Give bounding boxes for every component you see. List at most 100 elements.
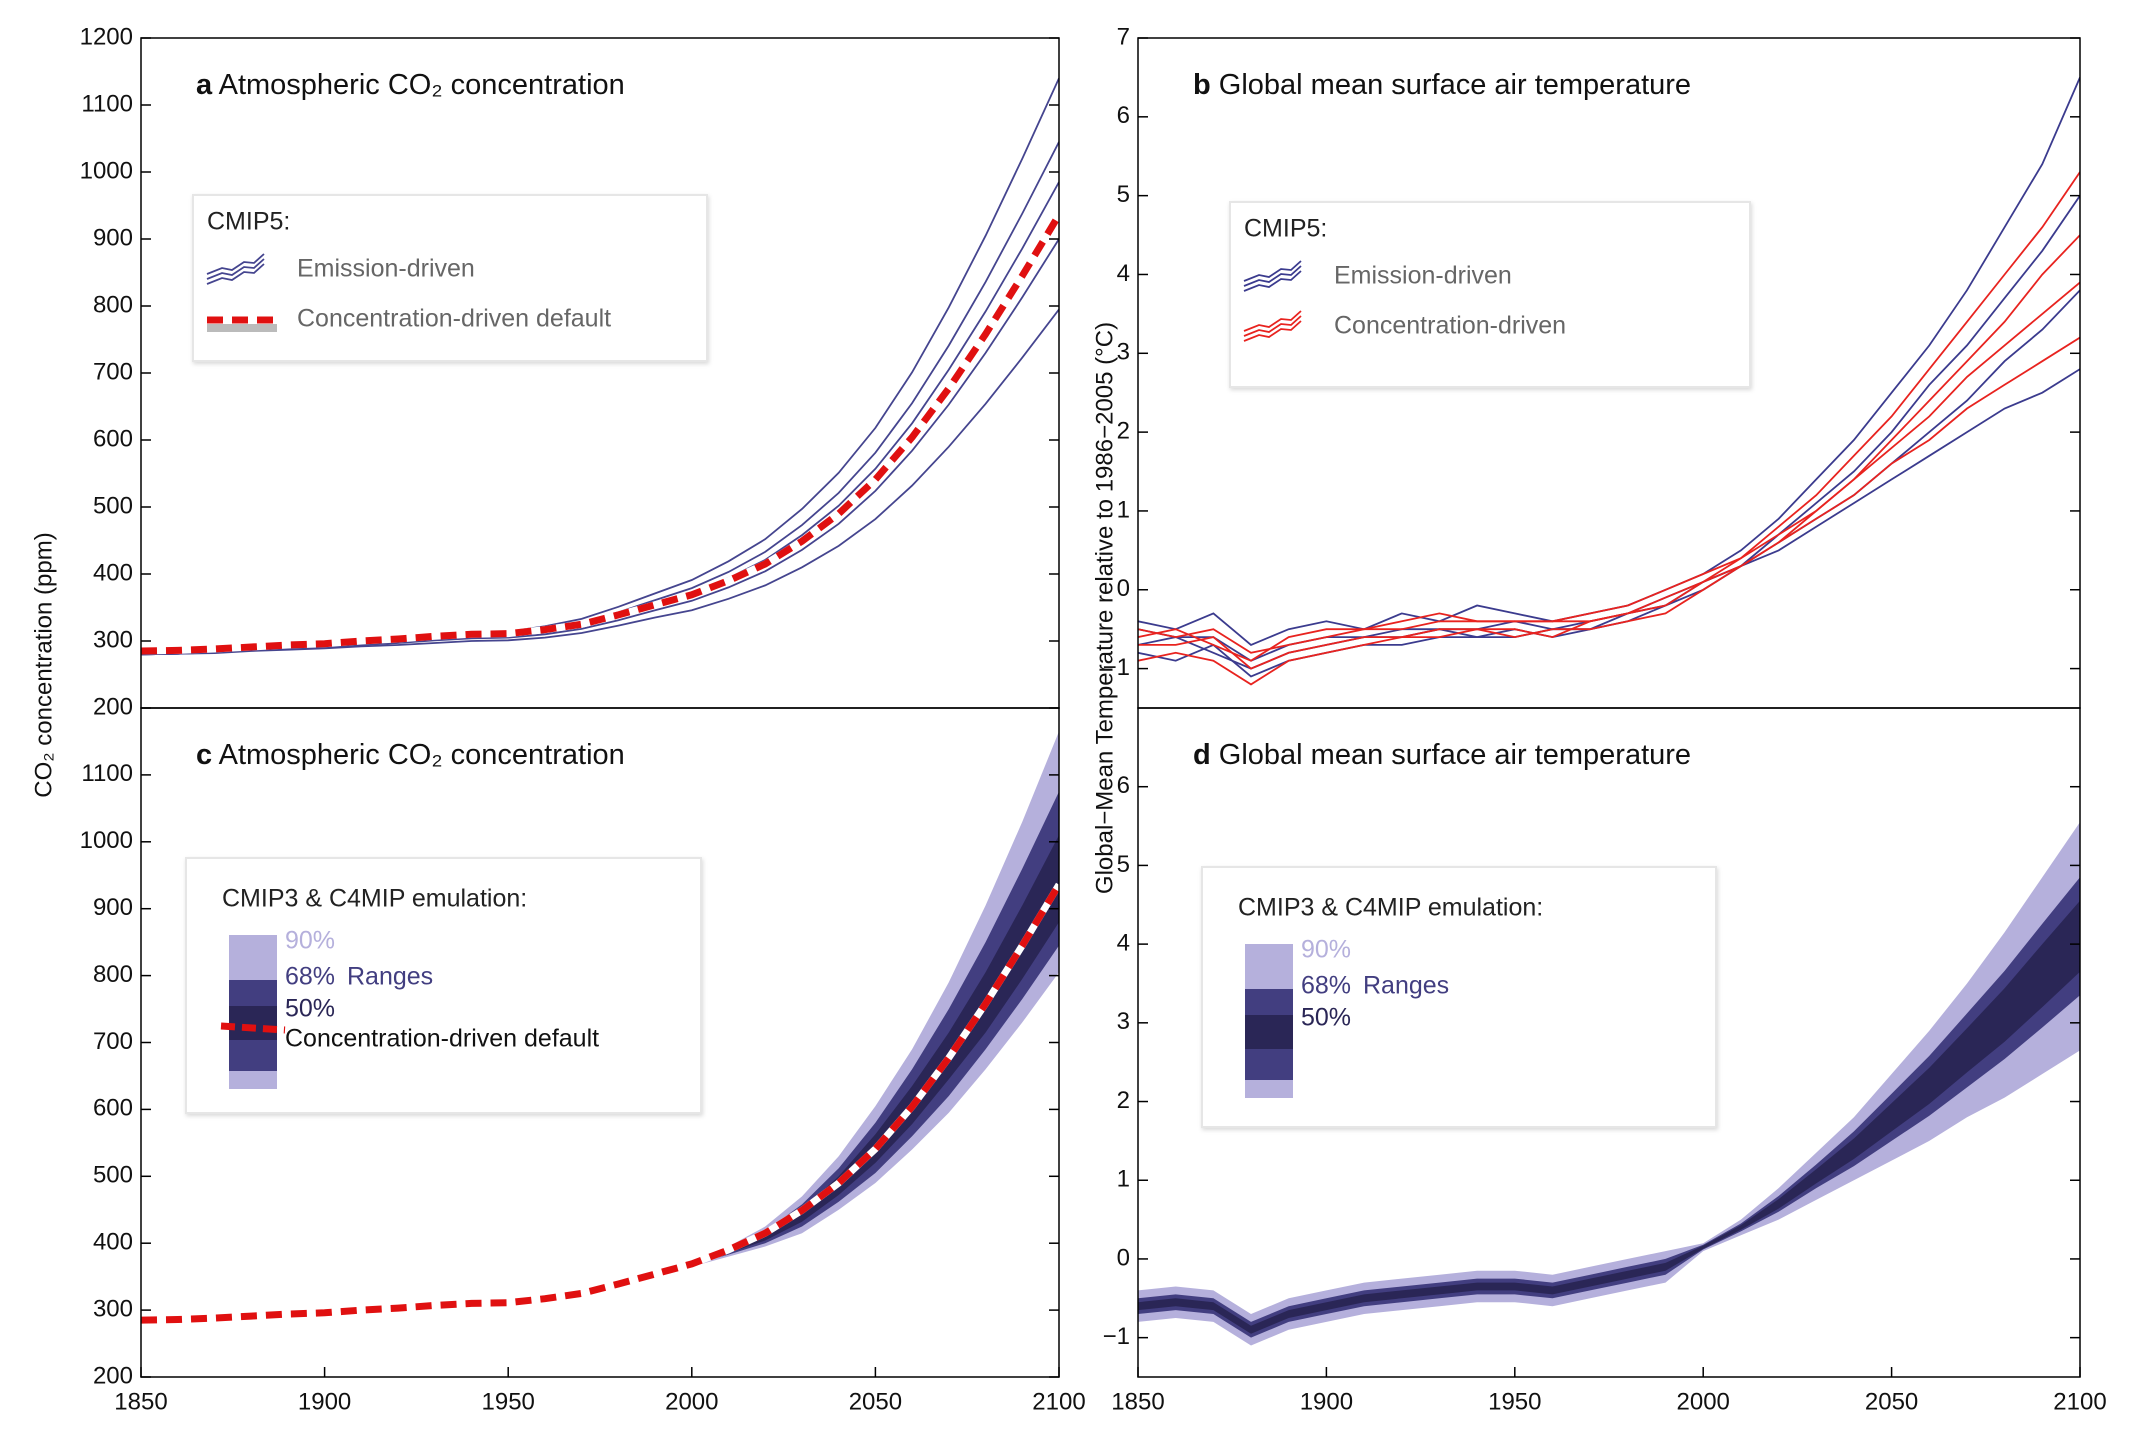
legend-swatch bbox=[1245, 944, 1293, 989]
y-tick-label: 1 bbox=[1117, 496, 1130, 523]
y-tick-label: −1 bbox=[1103, 1323, 1130, 1350]
y-tick-label: 2 bbox=[1117, 417, 1130, 444]
range-band bbox=[1138, 822, 2080, 1346]
legend-label: 50% bbox=[1301, 1004, 1351, 1032]
y-tick-label: 6 bbox=[1117, 772, 1130, 799]
plot-area bbox=[141, 77, 1059, 656]
y-tick-label: 3 bbox=[1117, 339, 1130, 366]
legend-glyph bbox=[1243, 315, 1302, 337]
y-tick-label: 7 bbox=[1117, 23, 1130, 50]
y-axis-label: CO₂ concentration (ppm) bbox=[30, 532, 57, 797]
x-tick-label: 2050 bbox=[849, 1388, 902, 1415]
legend-swatch bbox=[229, 980, 277, 1006]
title-text: Atmospheric CO₂ concentration bbox=[219, 69, 625, 101]
y-tick-label: 1000 bbox=[80, 827, 133, 854]
legend-swatch bbox=[229, 1071, 277, 1089]
legend-glyph bbox=[1243, 320, 1302, 342]
legend-swatch bbox=[229, 1006, 277, 1040]
panel-label: a bbox=[196, 69, 213, 101]
y-tick-label: 700 bbox=[93, 1028, 133, 1055]
legend-box bbox=[1229, 201, 1751, 388]
y-tick-label: 2 bbox=[1117, 1087, 1130, 1114]
legend: CMIP3 & C4MIP emulation: 90% 68% Ranges 50%C… bbox=[185, 857, 702, 1114]
x-tick-label: 2000 bbox=[665, 1388, 718, 1415]
plot-area bbox=[141, 731, 1059, 1324]
y-tick-label: 0 bbox=[1117, 1244, 1130, 1271]
y-axis-label: Global−Mean Temperature relative to 1986… bbox=[1091, 322, 1118, 894]
x-tick-label: 2100 bbox=[1032, 1388, 1085, 1415]
y-tick-label: 300 bbox=[93, 626, 133, 653]
legend-label: Emission-driven bbox=[1334, 262, 1512, 290]
range-band bbox=[1138, 900, 2080, 1334]
y-tick-label: 600 bbox=[93, 1095, 133, 1122]
x-tick-label: 2050 bbox=[1865, 1388, 1918, 1415]
series-line bbox=[141, 77, 1059, 656]
y-tick-label: 5 bbox=[1117, 851, 1130, 878]
legend-glyph bbox=[206, 263, 265, 285]
x-tick-label: 1850 bbox=[114, 1388, 167, 1415]
legend: CMIP5:Emission-driven Concentration-drive… bbox=[1229, 201, 1751, 388]
legend-box bbox=[192, 194, 708, 362]
legend-label: 90% bbox=[1301, 936, 1351, 964]
y-tick-label: 1200 bbox=[80, 23, 133, 50]
panel-label: c bbox=[196, 739, 212, 771]
panel-title: b Global mean surface air temperature bbox=[1193, 69, 1691, 101]
y-tick-label: 1100 bbox=[81, 90, 133, 117]
y-tick-label: 500 bbox=[93, 492, 133, 519]
y-tick-label: 900 bbox=[93, 894, 133, 921]
title-text: Global mean surface air temperature bbox=[1219, 739, 1691, 771]
y-tick-label: 700 bbox=[93, 358, 133, 385]
plot-area bbox=[1138, 822, 2080, 1346]
x-tick-label: 1950 bbox=[1488, 1388, 1541, 1415]
x-tick-label: 1900 bbox=[298, 1388, 351, 1415]
legend: CMIP5:Emission-driven Concentration-drive… bbox=[192, 194, 708, 362]
y-tick-label: 0 bbox=[1117, 575, 1130, 602]
legend-swatch bbox=[1245, 989, 1293, 1015]
panel-label: d bbox=[1193, 739, 1211, 771]
legend-glyph bbox=[206, 258, 265, 280]
legend-title: CMIP5: bbox=[1244, 215, 1327, 243]
panel-title: d Global mean surface air temperature bbox=[1193, 739, 1691, 771]
y-tick-label: 1100 bbox=[81, 760, 133, 787]
x-tick-label: 2100 bbox=[2053, 1388, 2106, 1415]
y-tick-label: 400 bbox=[93, 559, 133, 586]
legend-ranges: Ranges bbox=[347, 963, 433, 991]
series-line bbox=[141, 308, 1059, 656]
x-tick-label: 1850 bbox=[1111, 1388, 1164, 1415]
legend-swatch bbox=[1245, 1015, 1293, 1049]
legend-glyph bbox=[1243, 265, 1302, 287]
series-line bbox=[141, 213, 1059, 655]
legend-label: Concentration-driven bbox=[1334, 312, 1566, 340]
legend-glyph bbox=[206, 253, 265, 275]
range-band bbox=[141, 835, 1059, 1321]
y-tick-label: 1000 bbox=[80, 157, 133, 184]
legend-title: CMIP3 & C4MIP emulation: bbox=[222, 885, 527, 913]
title-text: Atmospheric CO₂ concentration bbox=[219, 739, 625, 771]
y-tick-label: 6 bbox=[1117, 102, 1130, 129]
legend-label: Concentration-driven default bbox=[297, 305, 611, 333]
legend-label: Emission-driven bbox=[297, 255, 475, 283]
legend-glyph bbox=[1243, 310, 1302, 332]
y-tick-label: 800 bbox=[93, 961, 133, 988]
y-tick-label: −1 bbox=[1103, 654, 1130, 681]
x-tick-label: 1950 bbox=[482, 1388, 535, 1415]
legend-glyph bbox=[1243, 270, 1302, 292]
series-line bbox=[141, 882, 1059, 1324]
legend-swatch bbox=[1245, 1049, 1293, 1080]
legend-ranges: Ranges bbox=[1363, 972, 1449, 1000]
legend-swatch bbox=[229, 935, 277, 980]
y-tick-label: 200 bbox=[93, 1362, 133, 1389]
legend-label: 50% bbox=[285, 995, 335, 1023]
y-tick-label: 400 bbox=[93, 1229, 133, 1256]
y-tick-label: 4 bbox=[1117, 260, 1130, 287]
panel-title: a Atmospheric CO₂ concentration bbox=[196, 69, 625, 101]
legend-label: 68% bbox=[1301, 972, 1351, 1000]
y-tick-label: 1 bbox=[1117, 1166, 1130, 1193]
plot-area bbox=[1138, 77, 2080, 686]
axes-frame bbox=[1137, 707, 2081, 1378]
y-tick-label: 900 bbox=[93, 224, 133, 251]
legend-title: CMIP5: bbox=[207, 208, 290, 236]
legend: CMIP3 & C4MIP emulation: 90% 68% Ranges 50% bbox=[1201, 866, 1717, 1128]
y-tick-label: 500 bbox=[93, 1162, 133, 1189]
legend-label: Concentration-driven default bbox=[285, 1025, 599, 1053]
